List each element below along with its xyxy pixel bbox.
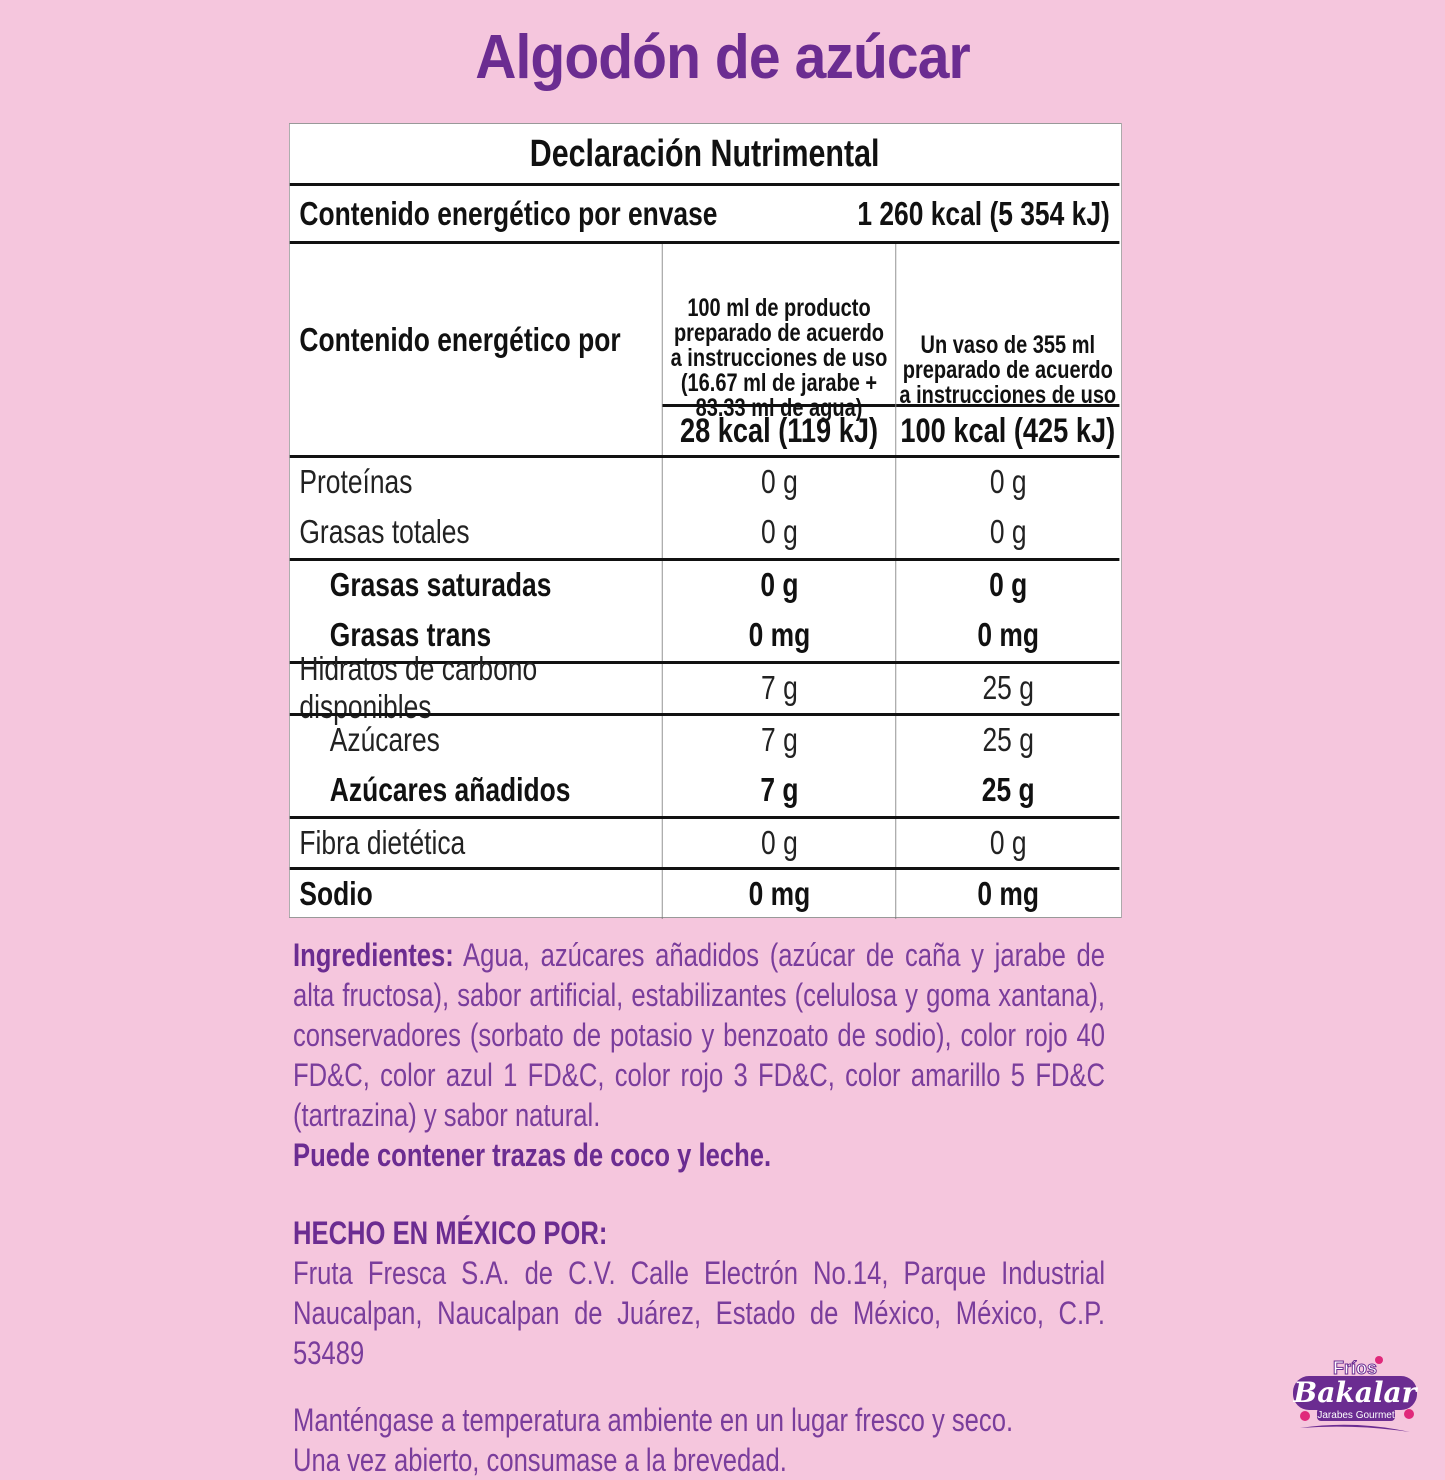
nutrient-row: Grasas totales 0 g 0 g: [290, 506, 1120, 558]
nutrient-value-100ml: 0 mg: [661, 609, 896, 661]
logo-badge: [1293, 1376, 1417, 1410]
logo-drop-icon: [1300, 1411, 1310, 1421]
energy-per-header-row: Contenido energético por 100 ml de produ…: [289, 241, 1120, 455]
nutrient-value-355ml: 25 g: [895, 664, 1120, 713]
col2-header-text: Un vaso de 355 ml preparado de acuerdo a i…: [896, 333, 1119, 408]
logo-line3: Jarabes Gourmet: [1317, 1410, 1394, 1421]
nutrient-row: Azúcares 7 g 25 g: [289, 712, 1120, 764]
header-line: Un vaso de 355 ml: [920, 331, 1096, 359]
ingredients-text: Agua, azúcares añadidos (azúcar de caña …: [293, 937, 1105, 1133]
nutrient-row: Proteínas 0 g 0 g: [289, 455, 1120, 507]
logo-drop-icon: [1375, 1356, 1383, 1364]
col2-energy: 100 kcal (425 kJ): [896, 404, 1120, 455]
nutrient-value-100ml: 7 g: [661, 764, 896, 816]
nutrient-value-100ml: 0 g: [661, 458, 896, 507]
nutrient-value-355ml: 0 g: [895, 561, 1120, 610]
col1-header: 100 ml de producto preparado de acuerdo a …: [661, 244, 896, 455]
storage-line-2: Una vez abierto, consumase a la brevedad…: [293, 1442, 787, 1478]
col1-header-text: 100 ml de producto preparado de acuerdo a …: [663, 296, 896, 421]
nutrient-row: Grasas trans 0 mg 0 mg: [290, 609, 1120, 661]
logo-line2: Bakalar: [1293, 1376, 1419, 1409]
nutrient-value-100ml: 7 g: [661, 664, 896, 713]
nutrient-label: Grasas trans: [329, 616, 492, 654]
energy-per-label: Contenido energético por: [299, 320, 621, 358]
logo-drop-icon: [1404, 1409, 1414, 1419]
energy-per-package-value: 1 260 kcal (5 354 kJ): [857, 195, 1110, 232]
storage-line-1: Manténgase a temperatura ambiente en un …: [293, 1402, 1014, 1438]
nutrient-value-355ml: 0 mg: [895, 609, 1120, 661]
nutrient-value-355ml: 25 g: [895, 715, 1120, 764]
nutrient-value-355ml: 25 g: [895, 764, 1120, 816]
nutrient-row: Sodio 0 mg 0 mg: [289, 867, 1120, 919]
nutrient-row: Hidratos de carbono disponibles 7 g 25 g: [289, 650, 1120, 726]
nutrient-label: Azúcares añadidos: [329, 770, 571, 808]
allergen-warning: Puede contener trazas de coco y leche.: [293, 1137, 772, 1173]
nutrition-facts-table: Declaración Nutrimental Contenido energé…: [289, 123, 1122, 919]
logo-line1: Fríos: [1333, 1358, 1377, 1378]
nutrient-label: Fibra dietética: [299, 823, 466, 861]
nutrient-value-355ml: 0 g: [895, 506, 1120, 558]
nutrient-value-355ml: 0 g: [895, 458, 1120, 507]
label-text: Ingredientes: Agua, azúcares añadidos (a…: [293, 935, 1105, 1480]
nutrient-value-100ml: 0 g: [661, 818, 896, 867]
manufacturer-heading: HECHO EN MÉXICO POR:: [293, 1215, 608, 1251]
nutrient-label: Grasas saturadas: [329, 566, 552, 604]
nutrient-value-100ml: 0 mg: [661, 870, 896, 919]
nutrient-value-355ml: 0 mg: [895, 870, 1120, 919]
header-line: a instrucciones de uso: [899, 381, 1117, 409]
header-line: preparado de acuerdo: [673, 319, 885, 347]
logo-tagline-bg: [1317, 1408, 1395, 1421]
nutrient-row: Fibra dietética 0 g 0 g: [289, 815, 1120, 867]
nutrient-value-100ml: 0 g: [661, 506, 896, 558]
header-line: 83.33 ml de agua): [695, 394, 863, 422]
nutrient-label: Grasas totales: [299, 513, 470, 551]
nutrient-row: Azúcares añadidos 7 g 25 g: [290, 764, 1120, 816]
header-line: 100 ml de producto: [687, 294, 871, 322]
ingredients: Ingredientes: Agua, azúcares añadidos (a…: [293, 935, 1105, 1135]
product-title: Algodón de azúcar: [475, 23, 971, 92]
brand-logo: Fríos Bakalar Jarabes Gourmet: [1293, 1356, 1419, 1432]
nutrient-label: Azúcares: [329, 720, 440, 758]
nutrient-value-100ml: 0 g: [661, 561, 896, 610]
header-line: (16.67 ml de jarabe +: [680, 369, 878, 397]
nutrient-row: Grasas saturadas 0 g 0 g: [289, 558, 1120, 610]
table-heading: Declaración Nutrimental: [529, 132, 880, 175]
ingredients-label: Ingredientes:: [293, 937, 454, 973]
energy-per-package-row: Contenido energético por envase 1 260 kc…: [289, 183, 1120, 242]
nutrient-label: Sodio: [299, 875, 373, 913]
nutrient-label: Proteínas: [299, 463, 413, 501]
table-heading-row: Declaración Nutrimental: [290, 124, 1120, 184]
header-line: a instrucciones de uso: [670, 344, 888, 372]
manufacturer-address: Fruta Fresca S.A. de C.V. Calle Electrón…: [293, 1255, 1105, 1371]
energy-per-package-label: Contenido energético por envase: [299, 195, 718, 232]
nutrient-value-355ml: 0 g: [895, 818, 1120, 867]
header-line: preparado de acuerdo: [902, 356, 1113, 384]
nutrient-value-100ml: 7 g: [661, 715, 896, 764]
logo-swoosh: [1300, 1424, 1410, 1432]
col2-header: Un vaso de 355 ml preparado de acuerdo a i…: [895, 244, 1120, 455]
nutrient-label: Hidratos de carbono disponibles: [299, 650, 538, 726]
col1-energy: 28 kcal (119 kJ): [662, 404, 896, 455]
